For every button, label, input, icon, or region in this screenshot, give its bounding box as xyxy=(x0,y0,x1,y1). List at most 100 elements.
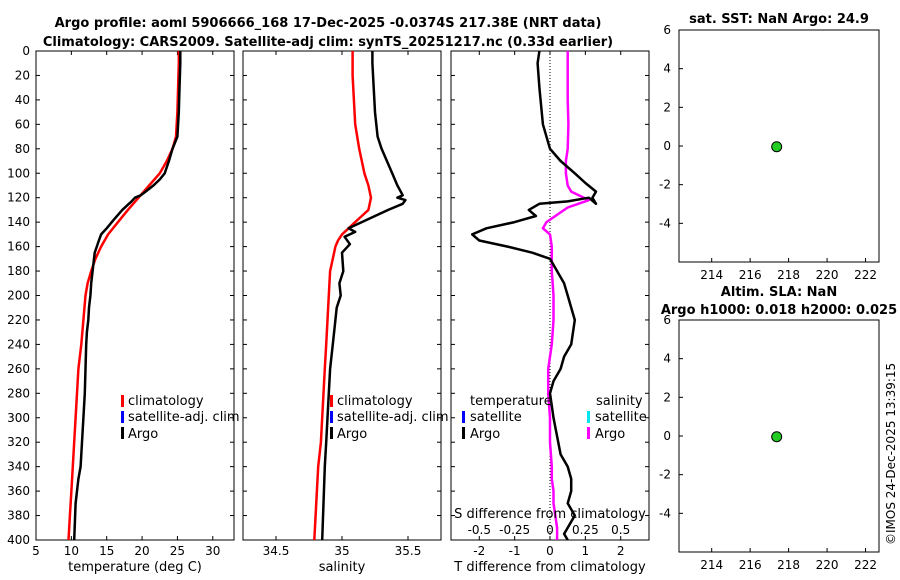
legend-swatch-satellite-clim xyxy=(330,411,333,423)
sla-x-tick-label: 222 xyxy=(854,558,877,572)
sst-y-tick-label: 0 xyxy=(663,139,671,153)
sst-panel-title: sat. SST: NaN Argo: 24.9 xyxy=(689,12,869,27)
y-tick-label: 260 xyxy=(7,362,30,376)
legend-swatch-s-satellite xyxy=(587,411,590,423)
y-tick-label: 360 xyxy=(7,484,30,498)
copyright-stamp: ©IMOS 24-Dec-2025 13:39:15 xyxy=(884,363,898,545)
x-tick-label: 25 xyxy=(170,544,185,558)
sla-x-tick-label: 220 xyxy=(816,558,839,572)
x-tick-label: 10 xyxy=(64,544,79,558)
legend-swatch-satellite-clim xyxy=(121,411,124,423)
legend-label-t-satellite: satellite xyxy=(470,410,522,425)
legend-header-temperature: temperature xyxy=(470,394,552,409)
y-tick-label: 280 xyxy=(7,386,30,400)
y-tick-label: 0 xyxy=(22,44,30,58)
legend-label-climatology: climatology xyxy=(337,394,413,409)
legend-label-satellite-clim: satellite-adj. clim xyxy=(337,410,449,425)
temperature-xlabel: temperature (deg C) xyxy=(68,560,202,575)
s-tick-label: 0.25 xyxy=(572,523,599,537)
salinity-difference-line xyxy=(541,51,591,540)
difference-xlabel: T difference from climatology xyxy=(453,560,646,575)
y-tick-label: 400 xyxy=(7,533,30,547)
temperature-panel-frame xyxy=(35,50,235,541)
legend-swatch-t-satellite xyxy=(462,411,465,423)
figure-title-line1: Argo profile: aoml 5906666_168 17-Dec-20… xyxy=(55,16,602,31)
sst-x-tick-label: 214 xyxy=(700,268,723,282)
salinity-climatology-line xyxy=(313,51,373,541)
x-tick-label: 5 xyxy=(32,544,40,558)
sla-float-marker xyxy=(771,431,783,443)
sla-y-tick-label: -4 xyxy=(659,506,671,520)
y-tick-label: 140 xyxy=(7,215,30,229)
x-tick-label: 30 xyxy=(205,544,220,558)
legend-swatch-argo xyxy=(330,427,333,439)
y-tick-label: 180 xyxy=(7,264,30,278)
difference-panel-frame xyxy=(450,50,650,541)
temperature-legend: climatology satellite-adj. clim Argo xyxy=(121,394,240,442)
figure-title-line2: Climatology: CARS2009. Satellite-adj cli… xyxy=(43,35,613,50)
ticks-layer: 0204060801001201401601802002202402602803… xyxy=(7,23,877,572)
s-tick-label: -0.25 xyxy=(499,523,530,537)
legend-label-climatology: climatology xyxy=(128,394,204,409)
sla-x-tick-label: 218 xyxy=(777,558,800,572)
sst-y-tick-label: -4 xyxy=(659,216,671,230)
y-tick-label: 80 xyxy=(15,142,30,156)
sla-y-tick-label: 6 xyxy=(663,313,671,327)
y-tick-label: 340 xyxy=(7,460,30,474)
y-tick-label: 380 xyxy=(7,509,30,523)
x-tick-label: -1 xyxy=(509,544,521,558)
sla-panel-title-line1: Altim. SLA: NaN xyxy=(721,285,837,300)
legend-label-s-satellite: satellite xyxy=(595,410,647,425)
legend-swatch-s-argo xyxy=(587,427,590,439)
legend-swatch-argo xyxy=(121,427,124,439)
y-tick-label: 320 xyxy=(7,435,30,449)
y-tick-label: 120 xyxy=(7,191,30,205)
sla-panel-title-line2: Argo h1000: 0.018 h2000: 0.025 xyxy=(661,303,897,318)
sst-y-tick-label: 2 xyxy=(663,100,671,114)
difference-legend: temperature satellite Argo salinity sate… xyxy=(462,394,647,442)
s-tick-label: -0.5 xyxy=(468,523,491,537)
s-tick-label: 0 xyxy=(546,523,554,537)
salinity-xlabel: salinity xyxy=(319,560,366,575)
x-tick-label: 20 xyxy=(134,544,149,558)
y-tick-label: 100 xyxy=(7,166,30,180)
s-difference-label: S difference from climatology xyxy=(454,507,646,522)
x-tick-label: 1 xyxy=(582,544,590,558)
legend-label-argo: Argo xyxy=(337,427,367,442)
temperature-difference-line xyxy=(470,50,598,541)
legend-header-salinity: salinity xyxy=(596,394,643,409)
x-tick-label: 35.5 xyxy=(395,544,422,558)
sla-y-tick-label: 0 xyxy=(663,429,671,443)
x-tick-label: -2 xyxy=(473,544,485,558)
x-tick-label: 15 xyxy=(99,544,114,558)
x-tick-label: 35 xyxy=(334,544,349,558)
sla-y-tick-label: 4 xyxy=(663,352,671,366)
y-tick-label: 240 xyxy=(7,337,30,351)
sst-y-tick-label: 4 xyxy=(663,62,671,76)
sla-y-tick-label: 2 xyxy=(663,390,671,404)
temperature-climatology-line xyxy=(67,51,181,541)
sst-y-tick-label: 6 xyxy=(663,23,671,37)
salinity-legend: climatology satellite-adj. clim Argo xyxy=(330,394,449,442)
lines-layer xyxy=(67,50,783,541)
x-tick-label: 2 xyxy=(617,544,625,558)
sst-x-tick-label: 222 xyxy=(854,268,877,282)
x-tick-label: 34.5 xyxy=(263,544,290,558)
x-tick-label: 0 xyxy=(546,544,554,558)
salinity-argo-line xyxy=(320,51,407,541)
legend-swatch-t-argo xyxy=(462,427,465,439)
sst-float-marker xyxy=(771,141,783,153)
sst-x-tick-label: 220 xyxy=(816,268,839,282)
y-tick-label: 300 xyxy=(7,411,30,425)
legend-label-s-argo: Argo xyxy=(595,427,625,442)
salinity-panel-frame xyxy=(242,50,442,541)
y-tick-label: 40 xyxy=(15,93,30,107)
y-tick-label: 200 xyxy=(7,289,30,303)
sst-y-tick-label: -2 xyxy=(659,178,671,192)
s-tick-label: 0.5 xyxy=(611,523,630,537)
y-tick-label: 160 xyxy=(7,240,30,254)
sla-x-tick-label: 214 xyxy=(700,558,723,572)
sla-x-tick-label: 216 xyxy=(739,558,762,572)
legend-swatch-climatology xyxy=(121,395,124,407)
